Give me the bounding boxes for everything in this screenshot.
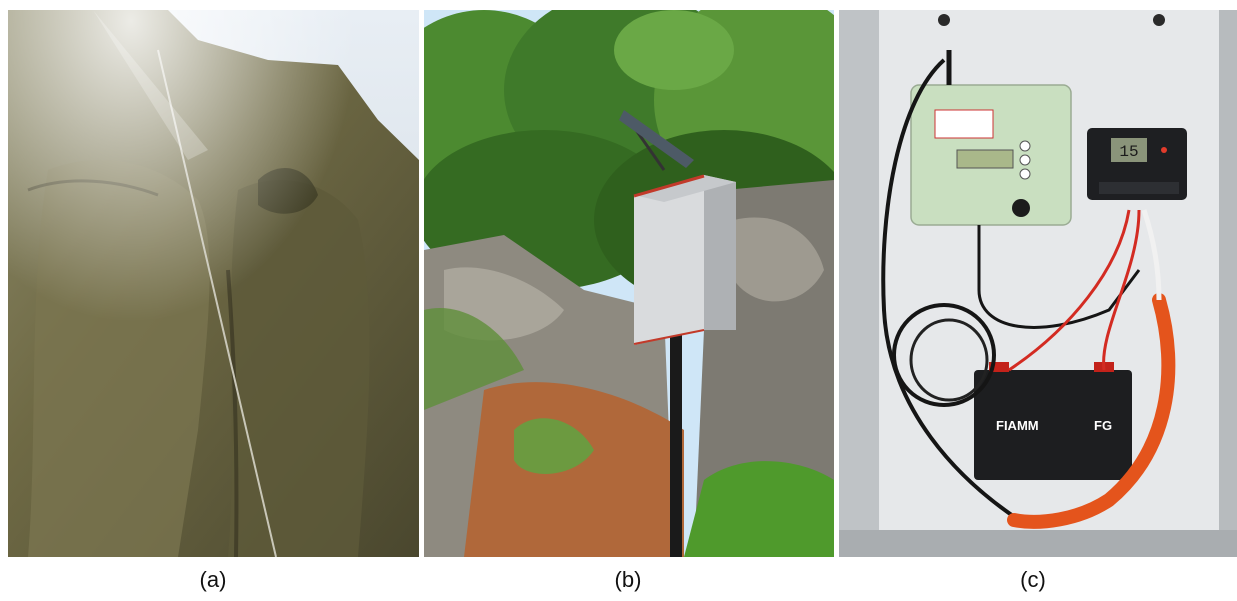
photo-panel-a	[8, 10, 419, 557]
solar-panel	[619, 110, 694, 168]
caption-b: (b)	[614, 567, 642, 592]
battery-brand-label: FIAMM	[996, 418, 1039, 433]
battery-series-label: FG	[1094, 418, 1112, 433]
pole-mounted-enclosure-photo	[424, 10, 834, 557]
foreground-leaves	[684, 461, 834, 557]
caption-a: (a)	[199, 567, 227, 592]
open-enclosure-electronics-photo: 15 FIAMM FG	[839, 10, 1237, 557]
solar-charge-controller: 15	[1087, 128, 1187, 200]
logger-connector	[1012, 199, 1030, 217]
data-logger	[910, 84, 1072, 226]
photo-panel-b	[424, 10, 834, 557]
weatherproof-enclosure	[633, 174, 736, 345]
mounting-pole	[670, 325, 682, 557]
controller-lcd-reading: 15	[1119, 143, 1138, 161]
photo-panel-c: 15 FIAMM FG	[839, 10, 1237, 557]
cables	[881, 50, 1176, 529]
controller-lcd	[1111, 138, 1147, 162]
enclosure-door	[839, 10, 879, 557]
orange-conduit	[1007, 293, 1176, 529]
logger-lcd	[956, 149, 1014, 169]
caption-c: (c)	[1020, 567, 1046, 592]
battery: FIAMM FG	[974, 362, 1132, 480]
cliff-photo	[8, 10, 419, 557]
